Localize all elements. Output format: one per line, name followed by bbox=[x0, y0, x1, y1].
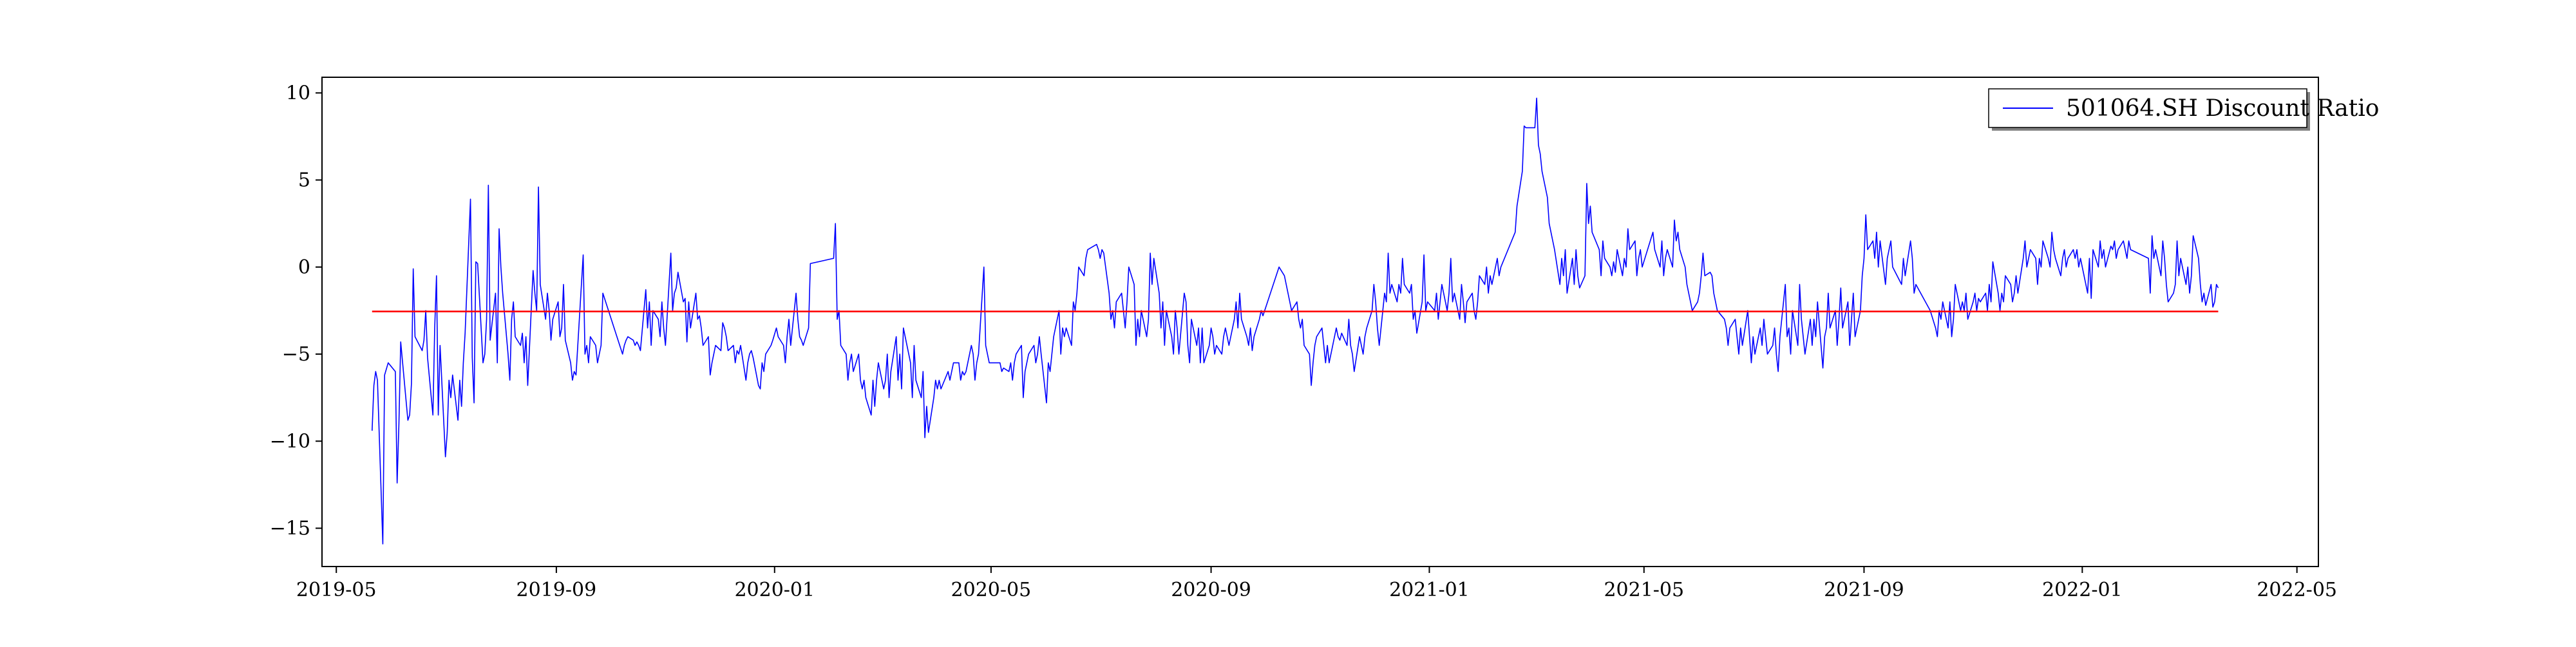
x-tick-label: 2021-01 bbox=[1389, 579, 1470, 601]
x-axis: 2019-05 2019-09 2020-01 2020-05 2020-09 2021-… bbox=[296, 567, 2337, 601]
x-tick-label: 2021-05 bbox=[1604, 579, 1684, 601]
series-layer bbox=[371, 97, 2219, 545]
y-tick-label: 10 bbox=[286, 82, 310, 104]
x-tick-label: 2020-05 bbox=[951, 579, 1032, 601]
x-tick-label: 2022-05 bbox=[2257, 579, 2337, 601]
y-tick-label: 5 bbox=[298, 169, 310, 192]
plot-frame bbox=[321, 77, 2319, 567]
legend: 501064.SH Discount Ratio bbox=[1988, 88, 2379, 131]
y-tick-label: 0 bbox=[298, 256, 310, 279]
y-tick-label: −15 bbox=[270, 517, 310, 539]
x-tick-label: 2020-01 bbox=[734, 579, 815, 601]
x-tick-label: 2021-09 bbox=[1824, 579, 1904, 601]
x-tick-label: 2022-01 bbox=[2042, 579, 2123, 601]
y-tick-label: −10 bbox=[270, 430, 310, 453]
y-axis: 10 5 0 −5 −10 −15 bbox=[270, 82, 322, 539]
y-tick-label: −5 bbox=[282, 343, 310, 366]
x-tick-label: 2019-05 bbox=[296, 579, 377, 601]
series-line-discount-ratio bbox=[371, 97, 2219, 545]
x-tick-label: 2020-09 bbox=[1171, 579, 1251, 601]
x-tick-label: 2019-09 bbox=[516, 579, 597, 601]
legend-label: 501064.SH Discount Ratio bbox=[2066, 95, 2379, 122]
